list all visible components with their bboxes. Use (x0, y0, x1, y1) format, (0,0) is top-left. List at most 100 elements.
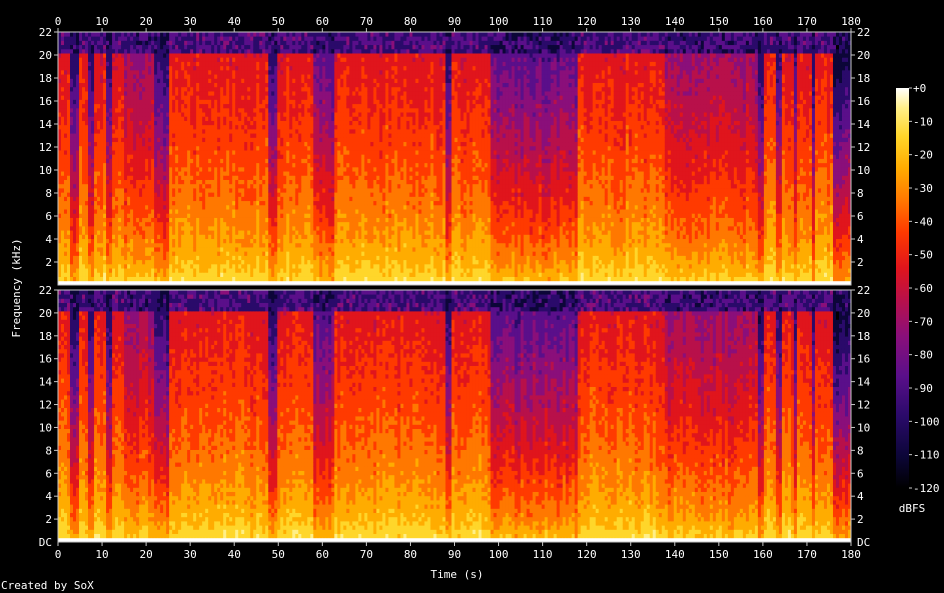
spectrogram-cell (139, 129, 142, 134)
spectrogram-cell (169, 201, 172, 206)
spectrogram-cell (94, 95, 97, 100)
spectrogram-cell (166, 121, 169, 126)
spectrogram-cell (253, 239, 256, 244)
spectrogram-cell (190, 222, 193, 227)
spectrogram-cell (121, 32, 124, 37)
spectrogram-cell (64, 154, 67, 159)
spectrogram-cell (301, 175, 304, 180)
spectrogram-cell (268, 192, 271, 197)
spectrogram-cell (292, 268, 295, 273)
spectrogram-cell (106, 159, 109, 164)
spectrogram-cell (109, 83, 112, 88)
spectrogram-cell (208, 268, 211, 273)
spectrogram-cell (244, 83, 247, 88)
spectrogram-cell (121, 218, 124, 223)
spectrogram-cell (217, 99, 220, 104)
spectrogram-cell (73, 74, 76, 79)
spectrogram-cell (160, 125, 163, 130)
spectrogram-cell (271, 196, 274, 201)
spectrogram-cell (133, 108, 136, 113)
spectrogram-cell (76, 171, 79, 176)
spectrogram-cell (82, 213, 85, 218)
spectrogram-cell (169, 239, 172, 244)
spectrogram-cell (175, 230, 178, 235)
spectrogram-cell (142, 209, 145, 214)
spectrogram-cell (298, 36, 301, 41)
spectrogram-cell (253, 40, 256, 45)
spectrogram-cell (163, 188, 166, 193)
spectrogram-cell (250, 83, 253, 88)
spectrogram-cell (184, 95, 187, 100)
spectrogram-cell (256, 57, 259, 62)
spectrogram-cell (115, 70, 118, 75)
spectrogram-cell (94, 201, 97, 206)
spectrogram-cell (205, 180, 208, 185)
spectrogram-cell (130, 146, 133, 151)
spectrogram-cell (100, 91, 103, 96)
spectrogram-cell (277, 40, 280, 45)
spectrogram-cell (67, 104, 70, 109)
spectrogram-cell (250, 159, 253, 164)
spectrogram-cell (79, 180, 82, 185)
spectrogram-cell (283, 196, 286, 201)
spectrogram-cell (166, 36, 169, 41)
spectrogram-cell (235, 78, 238, 83)
spectrogram-cell (238, 264, 241, 269)
spectrogram-cell (217, 112, 220, 117)
spectrogram-cell (160, 45, 163, 50)
spectrogram-cell (76, 142, 79, 147)
spectrogram-cell (76, 260, 79, 265)
spectrogram-cell (73, 32, 76, 37)
spectrogram-cell (280, 146, 283, 151)
spectrogram-cell (133, 74, 136, 79)
spectrogram-cell (127, 36, 130, 41)
spectrogram-cell (214, 171, 217, 176)
spectrogram-cell (199, 146, 202, 151)
spectrogram-cell (187, 45, 190, 50)
spectrogram-cell (289, 83, 292, 88)
spectrogram-cell (262, 66, 265, 71)
spectrogram-cell (130, 116, 133, 121)
spectrogram-cell (175, 205, 178, 210)
spectrogram-cell (64, 222, 67, 227)
spectrogram-cell (127, 154, 130, 159)
spectrogram-cell (166, 112, 169, 117)
spectrogram-cell (277, 66, 280, 71)
spectrogram-cell (193, 133, 196, 138)
spectrogram-cell (139, 112, 142, 117)
spectrogram-cell (148, 209, 151, 214)
spectrogram-cell (175, 142, 178, 147)
spectrogram-cell (274, 234, 277, 239)
spectrogram-cell (100, 36, 103, 41)
spectrogram-cell (115, 175, 118, 180)
spectrogram-cell (253, 133, 256, 138)
spectrogram-cell (193, 78, 196, 83)
spectrogram-cell (106, 116, 109, 121)
spectrogram-cell (253, 129, 256, 134)
spectrogram-cell (139, 171, 142, 176)
spectrogram-cell (256, 53, 259, 58)
spectrogram-cell (124, 171, 127, 176)
spectrogram-cell (205, 74, 208, 79)
spectrogram-cell (58, 188, 61, 193)
spectrogram-cell (247, 146, 250, 151)
spectrogram-cell (106, 260, 109, 265)
spectrogram-cell (208, 142, 211, 147)
spectrogram-cell (199, 234, 202, 239)
spectrogram-cell (298, 112, 301, 117)
spectrogram-cell (271, 53, 274, 58)
spectrogram-cell (250, 99, 253, 104)
spectrogram-cell (277, 239, 280, 244)
spectrogram-cell (85, 218, 88, 223)
spectrogram-cell (157, 226, 160, 231)
spectrogram-cell (253, 53, 256, 58)
spectrogram-cell (67, 243, 70, 248)
spectrogram-cell (292, 180, 295, 185)
spectrogram-cell (226, 36, 229, 41)
spectrogram-cell (259, 91, 262, 96)
spectrogram-cell (139, 99, 142, 104)
spectrogram-cell (79, 36, 82, 41)
spectrogram-cell (127, 125, 130, 130)
spectrogram-cell (229, 40, 232, 45)
spectrogram-cell (220, 239, 223, 244)
